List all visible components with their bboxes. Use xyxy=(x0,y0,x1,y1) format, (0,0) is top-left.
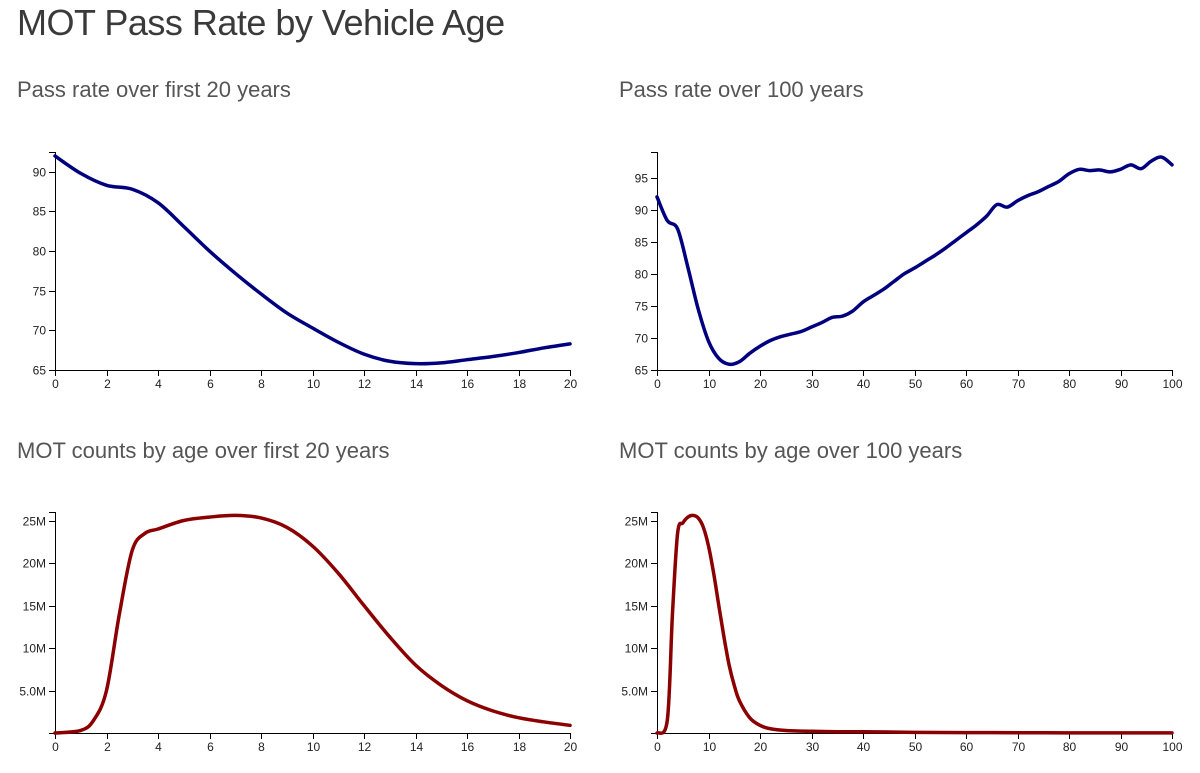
counts-100-y-tick-label: 10M xyxy=(625,642,648,656)
chart-title-counts-20: MOT counts by age over first 20 years xyxy=(17,438,390,463)
pass-rate-20-y-axis xyxy=(49,152,56,371)
counts-20-y-tick-label: 25M xyxy=(23,515,46,529)
counts-20-x-tick-label: 0 xyxy=(52,740,59,754)
pass-rate-100-x-tick-label: 60 xyxy=(960,377,974,391)
counts-100-x-tick-label: 20 xyxy=(754,740,768,754)
counts-100-y-tick-label: 15M xyxy=(625,600,648,614)
pass-rate-100-x-tick-label: 20 xyxy=(754,377,768,391)
counts-100-x-tick-label: 50 xyxy=(909,740,923,754)
counts-20-x-tick-label: 4 xyxy=(155,740,162,754)
pass-rate-20-y-tick-label: 85 xyxy=(33,205,47,219)
pass-rate-100-y-tick-label: 80 xyxy=(635,268,649,282)
pass-rate-20-plot: 0 2 4 6 8 10 12 14 16 18 20 65 70 75 80 85 90 xyxy=(33,152,578,391)
counts-100-y-tick-label: 5.0M xyxy=(621,685,648,699)
counts-20-x-tick-label: 12 xyxy=(358,740,372,754)
counts-100-x-tick-label: 0 xyxy=(654,740,661,754)
pass-rate-100-y-axis xyxy=(651,152,658,371)
pass-rate-100-y-tick-label: 95 xyxy=(635,172,649,186)
counts-20-x-tick-label: 8 xyxy=(258,740,265,754)
counts-20-x-tick-label: 10 xyxy=(307,740,321,754)
pass-rate-20-x-tick-label: 12 xyxy=(358,377,372,391)
pass-rate-100-x-tick-label: 40 xyxy=(857,377,871,391)
counts-100-y-tick-label: 25M xyxy=(625,515,648,529)
counts-20-x-tick-label: 2 xyxy=(104,740,111,754)
pass-rate-20-x-tick-label: 10 xyxy=(307,377,321,391)
pass-rate-100-y-tick-label: 65 xyxy=(635,364,649,378)
chart-title-pass-rate-100: Pass rate over 100 years xyxy=(619,77,864,102)
pass-rate-100-y-tick-label: 90 xyxy=(635,204,649,218)
pass-rate-100-y-tick-label: 70 xyxy=(635,332,649,346)
counts-20-x-tick-label: 14 xyxy=(410,740,424,754)
pass-rate-20-y-tick-label: 65 xyxy=(33,364,47,378)
pass-rate-20-y-tick-label: 90 xyxy=(33,166,47,180)
counts-20-y-tick-label: 20M xyxy=(23,557,46,571)
pass-rate-100-x-tick-label: 90 xyxy=(1115,377,1129,391)
counts-20-plot: 0 2 4 6 8 10 12 14 16 18 20 5.0M 10M 15M 20M 25M xyxy=(19,512,578,754)
pass-rate-100-series-line xyxy=(655,155,1174,367)
pass-rate-100-x-tick-label: 50 xyxy=(909,377,923,391)
pass-rate-20-y-tick-label: 80 xyxy=(33,245,47,259)
pass-rate-20-series-line xyxy=(53,154,572,366)
pass-rate-100-plot: 0 10 20 30 40 50 60 70 80 90 100 65 70 75 80 85 90 95 xyxy=(635,152,1183,391)
counts-20-x-tick-label: 6 xyxy=(207,740,214,754)
counts-100-plot: 0 10 20 30 40 50 60 70 80 90 100 5.0M 10M 15M 20M 25M xyxy=(621,512,1183,754)
counts-20-x-tick-label: 18 xyxy=(513,740,527,754)
counts-100-x-tick-label: 70 xyxy=(1012,740,1026,754)
pass-rate-100-x-tick-label: 80 xyxy=(1063,377,1077,391)
counts-100-x-tick-label: 60 xyxy=(960,740,974,754)
pass-rate-20-x-tick-label: 16 xyxy=(461,377,475,391)
counts-20-series-line xyxy=(53,513,572,735)
pass-rate-20-x-tick-label: 6 xyxy=(207,377,214,391)
counts-100-x-tick-label: 100 xyxy=(1162,740,1182,754)
pass-rate-20-x-tick-label: 18 xyxy=(513,377,527,391)
counts-100-x-tick-label: 90 xyxy=(1115,740,1129,754)
counts-20-y-tick-label: 15M xyxy=(23,600,46,614)
pass-rate-20-x-tick-label: 2 xyxy=(104,377,111,391)
pass-rate-20-x-tick-label: 20 xyxy=(564,377,578,391)
counts-20-x-tick-label: 16 xyxy=(461,740,475,754)
pass-rate-20-x-tick-label: 0 xyxy=(52,377,59,391)
pass-rate-20-x-tick-label: 8 xyxy=(258,377,265,391)
chart-title-pass-rate-20: Pass rate over first 20 years xyxy=(17,77,291,102)
counts-100-x-tick-label: 80 xyxy=(1063,740,1077,754)
pass-rate-100-x-tick-label: 100 xyxy=(1162,377,1182,391)
pass-rate-100-y-tick-label: 85 xyxy=(635,236,649,250)
counts-20-y-tick-label: 10M xyxy=(23,642,46,656)
pass-rate-20-x-tick-label: 4 xyxy=(155,377,162,391)
page-title: MOT Pass Rate by Vehicle Age xyxy=(17,2,505,43)
pass-rate-20-y-tick-label: 70 xyxy=(33,324,47,338)
counts-100-x-tick-label: 10 xyxy=(703,740,717,754)
counts-100-x-tick-label: 30 xyxy=(806,740,820,754)
counts-20-x-tick-label: 20 xyxy=(564,740,578,754)
pass-rate-100-x-tick-label: 30 xyxy=(806,377,820,391)
counts-100-y-axis xyxy=(651,512,658,734)
pass-rate-100-x-tick-label: 0 xyxy=(654,377,661,391)
counts-20-y-axis xyxy=(49,512,56,734)
pass-rate-20-y-tick-label: 75 xyxy=(33,285,47,299)
counts-100-series-line xyxy=(655,513,1174,736)
pass-rate-20-x-tick-label: 14 xyxy=(410,377,424,391)
pass-rate-100-x-tick-label: 10 xyxy=(703,377,717,391)
counts-20-y-tick-label: 5.0M xyxy=(19,685,46,699)
pass-rate-100-y-tick-label: 75 xyxy=(635,300,649,314)
chart-title-counts-100: MOT counts by age over 100 years xyxy=(619,438,963,463)
pass-rate-100-x-tick-label: 70 xyxy=(1012,377,1026,391)
counts-100-y-tick-label: 20M xyxy=(625,557,648,571)
counts-100-x-tick-label: 40 xyxy=(857,740,871,754)
